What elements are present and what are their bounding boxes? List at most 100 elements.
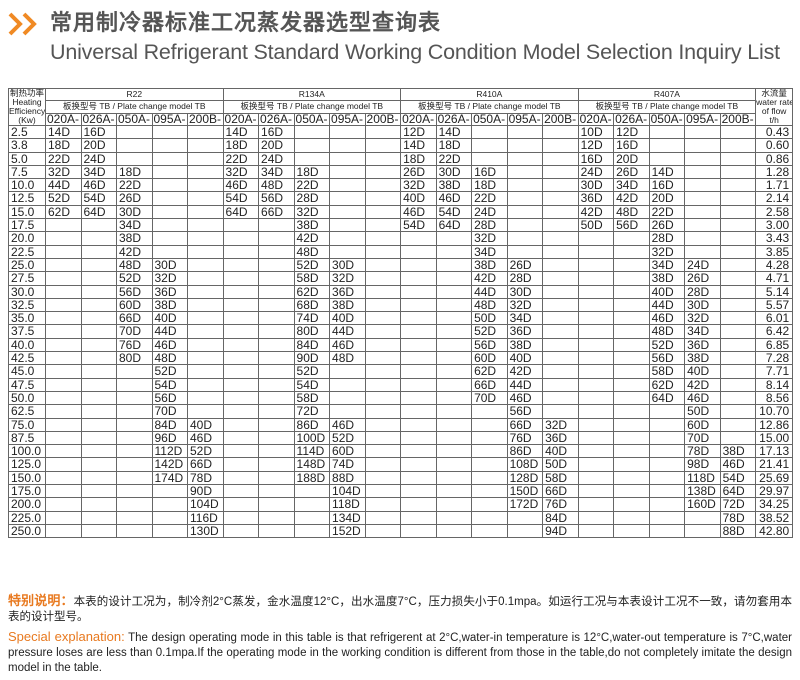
cell (471, 151, 508, 166)
cell: 30D (577, 178, 615, 193)
cell (542, 124, 579, 140)
cell: 32D (471, 231, 508, 246)
cell: 40D (151, 311, 188, 326)
cell (577, 457, 615, 472)
cell (329, 191, 366, 206)
cell: 12D (613, 124, 650, 140)
cell (116, 138, 153, 153)
cell (364, 457, 402, 472)
cell (258, 470, 295, 486)
cell (45, 351, 82, 366)
cell: 26D (506, 257, 544, 273)
cell (45, 324, 82, 339)
cell (293, 138, 331, 153)
cell (80, 470, 117, 486)
cell: 84D (542, 510, 579, 525)
data-row: 3.8 18D 20D 18D 20D 14D 18D 12D 16D 0.60 (8, 138, 794, 153)
data-row: 12.5 52D 54D 26D 54D 56D 28D 40D 46D 22D 36D 42D 20D… (8, 191, 794, 206)
cell (613, 444, 650, 459)
cell: 2.5 (8, 124, 46, 140)
cell: 18D (471, 178, 508, 193)
cell: 34D (648, 257, 686, 273)
cell: 36D (329, 284, 366, 299)
cell (719, 257, 757, 273)
cell (471, 497, 508, 512)
cell (45, 244, 82, 259)
cell: 64D (435, 218, 473, 233)
cell: 48D (613, 204, 650, 220)
data-row: 200.0 104D 118D 172D 76D 160D 72D 34.25 (8, 497, 794, 512)
cell: 38D (293, 218, 331, 233)
cell (542, 244, 579, 259)
model: 200B- (187, 112, 224, 127)
cell (613, 231, 650, 246)
cell (187, 271, 224, 286)
cell (80, 510, 117, 525)
cell (364, 191, 402, 206)
cell (577, 430, 615, 446)
cell: 104D (187, 497, 224, 512)
cell: 54D (222, 191, 260, 206)
cell (577, 523, 615, 539)
cell (684, 218, 721, 233)
cell (613, 324, 650, 339)
cell (506, 164, 544, 180)
cell: 22D (293, 178, 331, 193)
cell (435, 351, 473, 366)
cell: 26D (684, 271, 721, 286)
cell (719, 390, 757, 406)
cell: 52D (151, 364, 188, 379)
cell (648, 484, 686, 499)
cell (151, 151, 188, 166)
cell: 42D (613, 191, 650, 206)
cell (364, 257, 402, 273)
header-line: 制热功率 (9, 88, 44, 98)
cell (116, 510, 153, 525)
cell (45, 470, 82, 486)
cell (577, 444, 615, 459)
cell (329, 377, 366, 392)
cell: 28D (293, 191, 331, 206)
cell: 0.86 (755, 151, 794, 166)
cell: 30D (506, 284, 544, 299)
cell (435, 510, 473, 525)
cell: 2.14 (755, 191, 794, 206)
cell (329, 138, 366, 153)
cell (648, 417, 686, 432)
cell: 114D (293, 444, 331, 459)
cell (222, 510, 260, 525)
data-row: 225.0 116D 134D 84D 78D 38.52 (8, 510, 794, 525)
cell (684, 204, 721, 220)
cell: 70D (151, 404, 188, 419)
cell: 66D (116, 311, 153, 326)
cell: 50D (471, 311, 508, 326)
cell: 20.0 (8, 231, 46, 246)
cell (542, 364, 579, 379)
cell (613, 497, 650, 512)
cell: 46D (435, 191, 473, 206)
data-row: 250.0 130D 152D 94D 88D 42.80 (8, 523, 794, 539)
cell: 138D (684, 484, 721, 499)
cell (435, 417, 473, 432)
cell (719, 351, 757, 366)
cell: 46D (187, 430, 224, 446)
refrigerant: R22 (45, 87, 224, 102)
cell: 32D (293, 204, 331, 220)
cell: 56D (506, 404, 544, 419)
cell: 17.13 (755, 444, 794, 459)
cell: 14D (435, 124, 473, 140)
cell (293, 124, 331, 140)
cell (577, 311, 615, 326)
cell: 27.5 (8, 271, 46, 286)
cell (45, 417, 82, 432)
cell: 1.71 (755, 178, 794, 193)
cell: 14D (648, 164, 686, 180)
cell: 54D (719, 470, 757, 486)
cell (684, 138, 721, 153)
cell (80, 364, 117, 379)
cell (719, 364, 757, 379)
cell: 40.0 (8, 337, 46, 353)
cell: 40D (329, 311, 366, 326)
cell: 174D (151, 470, 188, 486)
cell (648, 497, 686, 512)
